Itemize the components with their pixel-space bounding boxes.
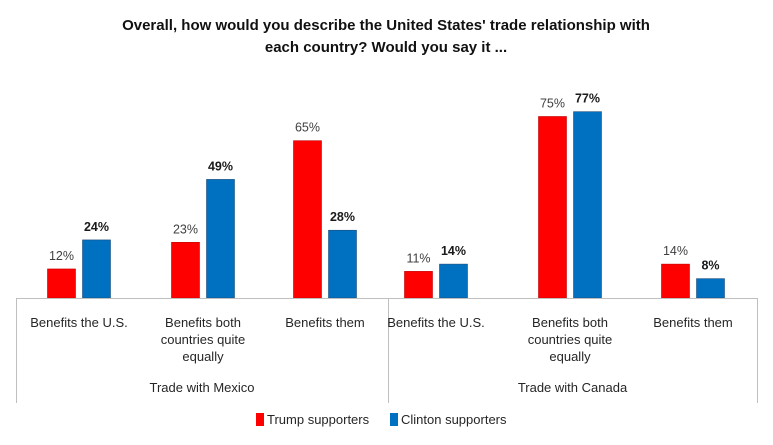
category-label: equally — [549, 349, 591, 364]
category-label: Benefits both — [532, 315, 608, 330]
category-labels: Benefits the U.S. Benefits both countries … — [30, 315, 733, 364]
group-label: Trade with Mexico — [150, 380, 255, 395]
value-label: 8% — [701, 259, 719, 273]
bar-trump — [171, 242, 200, 299]
bars — [47, 111, 725, 299]
value-label: 77% — [575, 92, 600, 106]
chart-title-line: each country? Would you say it ... — [265, 39, 507, 56]
category-label: Benefits them — [285, 315, 365, 330]
bar-clinton — [573, 111, 602, 299]
bar-trump — [538, 116, 567, 299]
legend: Trump supporters Clinton supporters — [256, 412, 507, 427]
bar-clinton — [696, 278, 725, 299]
category-label: Benefits the U.S. — [387, 315, 485, 330]
category-label: Benefits the U.S. — [30, 315, 128, 330]
value-label: 65% — [295, 121, 320, 135]
value-label: 24% — [84, 220, 109, 234]
category-label: Benefits them — [653, 315, 733, 330]
value-label: 11% — [406, 251, 430, 265]
legend-label: Trump supporters — [267, 412, 370, 427]
group-label: Trade with Canada — [518, 380, 628, 395]
value-label: 49% — [208, 159, 233, 173]
bar-trump — [47, 268, 76, 299]
bar-clinton — [82, 239, 111, 299]
chart-title-line: Overall, how would you describe the Unit… — [122, 17, 650, 34]
category-label: Benefits both — [165, 315, 241, 330]
bar-clinton — [439, 263, 468, 299]
legend-swatch — [256, 413, 264, 426]
chart-title: Overall, how would you describe the Unit… — [122, 17, 650, 56]
group-labels: Trade with Mexico Trade with Canada — [150, 380, 628, 395]
axis — [16, 298, 758, 403]
bar-clinton — [206, 179, 235, 299]
value-label: 14% — [663, 244, 688, 258]
bar-trump — [293, 140, 322, 299]
value-label: 12% — [49, 249, 74, 263]
bar-clinton — [328, 229, 357, 299]
category-label: countries quite — [161, 332, 246, 347]
category-label: equally — [182, 349, 224, 364]
value-label: 23% — [173, 222, 198, 236]
value-labels: 12% 24% 23% 49% 65% 28% 11% 14% 75% 77% 14% 8% — [49, 92, 720, 273]
value-label: 28% — [330, 210, 355, 224]
legend-label: Clinton supporters — [401, 412, 507, 427]
legend-swatch — [390, 413, 398, 426]
value-label: 14% — [441, 244, 466, 258]
bar-trump — [661, 263, 690, 299]
category-label: countries quite — [528, 332, 613, 347]
value-label: 75% — [540, 97, 565, 111]
bar-trump — [404, 271, 433, 299]
